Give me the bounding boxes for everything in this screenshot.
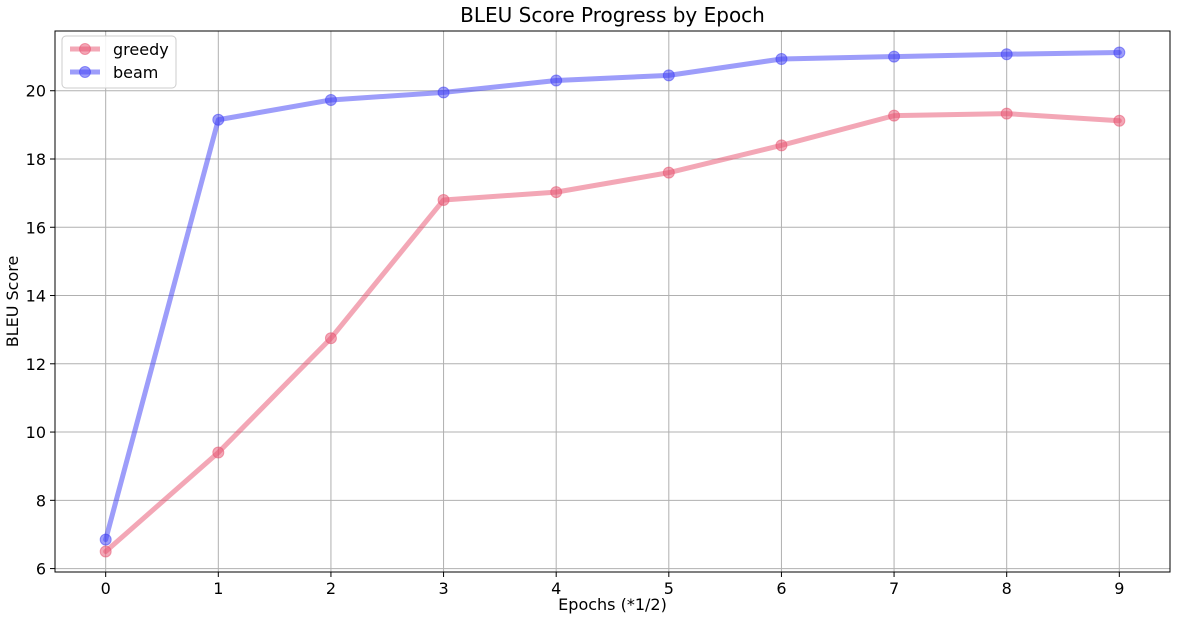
data-point bbox=[1113, 46, 1126, 59]
series-line-beam bbox=[103, 50, 1122, 543]
x-axis-label: Epochs (*1/2) bbox=[558, 595, 667, 614]
data-point bbox=[550, 186, 563, 199]
series-line-greedy bbox=[103, 111, 1122, 555]
y-tick-label: 8 bbox=[36, 491, 46, 510]
data-point bbox=[437, 193, 450, 206]
x-tick-label: 7 bbox=[889, 579, 899, 598]
data-point bbox=[662, 166, 675, 179]
series-beam bbox=[99, 46, 1126, 546]
data-point bbox=[662, 69, 675, 82]
x-tick-label: 8 bbox=[1002, 579, 1012, 598]
x-tick-label: 2 bbox=[326, 579, 336, 598]
x-tick-label: 0 bbox=[101, 579, 111, 598]
x-tick-label: 1 bbox=[213, 579, 223, 598]
y-tick-label: 10 bbox=[26, 423, 46, 442]
y-tick-label: 14 bbox=[26, 287, 46, 306]
y-tick-label: 16 bbox=[26, 218, 46, 237]
y-tick-label: 18 bbox=[26, 150, 46, 169]
data-point bbox=[437, 86, 450, 99]
y-axis-ticks: 6 8 10 12 14 16 18 20 bbox=[26, 82, 55, 579]
data-point bbox=[775, 139, 788, 152]
x-axis-ticks: 0 1 2 3 4 5 6 7 8 9 bbox=[101, 572, 1124, 598]
x-tick-label: 4 bbox=[551, 579, 561, 598]
data-point bbox=[1000, 107, 1013, 120]
legend-item-beam: beam bbox=[70, 63, 158, 82]
chart-title: BLEU Score Progress by Epoch bbox=[460, 3, 765, 27]
legend-swatch-marker bbox=[79, 66, 91, 78]
legend-label: beam bbox=[113, 63, 158, 82]
data-point bbox=[212, 113, 225, 126]
series-layer bbox=[99, 46, 1126, 558]
data-point bbox=[324, 332, 337, 345]
data-point bbox=[212, 446, 225, 459]
y-tick-label: 12 bbox=[26, 355, 46, 374]
y-tick-label: 6 bbox=[36, 560, 46, 579]
data-point bbox=[1000, 48, 1013, 61]
grid bbox=[55, 31, 1170, 572]
legend-label: greedy bbox=[113, 40, 169, 59]
data-point bbox=[888, 50, 901, 63]
data-point bbox=[775, 52, 788, 65]
series-greedy bbox=[99, 107, 1126, 558]
x-tick-label: 9 bbox=[1114, 579, 1124, 598]
y-axis-label: BLEU Score bbox=[3, 256, 22, 348]
x-tick-label: 5 bbox=[664, 579, 674, 598]
legend-swatch-marker bbox=[79, 43, 91, 55]
legend-item-greedy: greedy bbox=[70, 40, 169, 59]
y-tick-label: 20 bbox=[26, 82, 46, 101]
data-point bbox=[99, 545, 112, 558]
data-point bbox=[99, 533, 112, 546]
plot-frame bbox=[54, 30, 1171, 573]
x-tick-label: 6 bbox=[776, 579, 786, 598]
data-point bbox=[1113, 114, 1126, 127]
data-point bbox=[888, 109, 901, 122]
data-point bbox=[550, 74, 563, 87]
legend: greedy beam bbox=[61, 35, 177, 89]
x-tick-label: 3 bbox=[438, 579, 448, 598]
data-point bbox=[324, 93, 337, 106]
